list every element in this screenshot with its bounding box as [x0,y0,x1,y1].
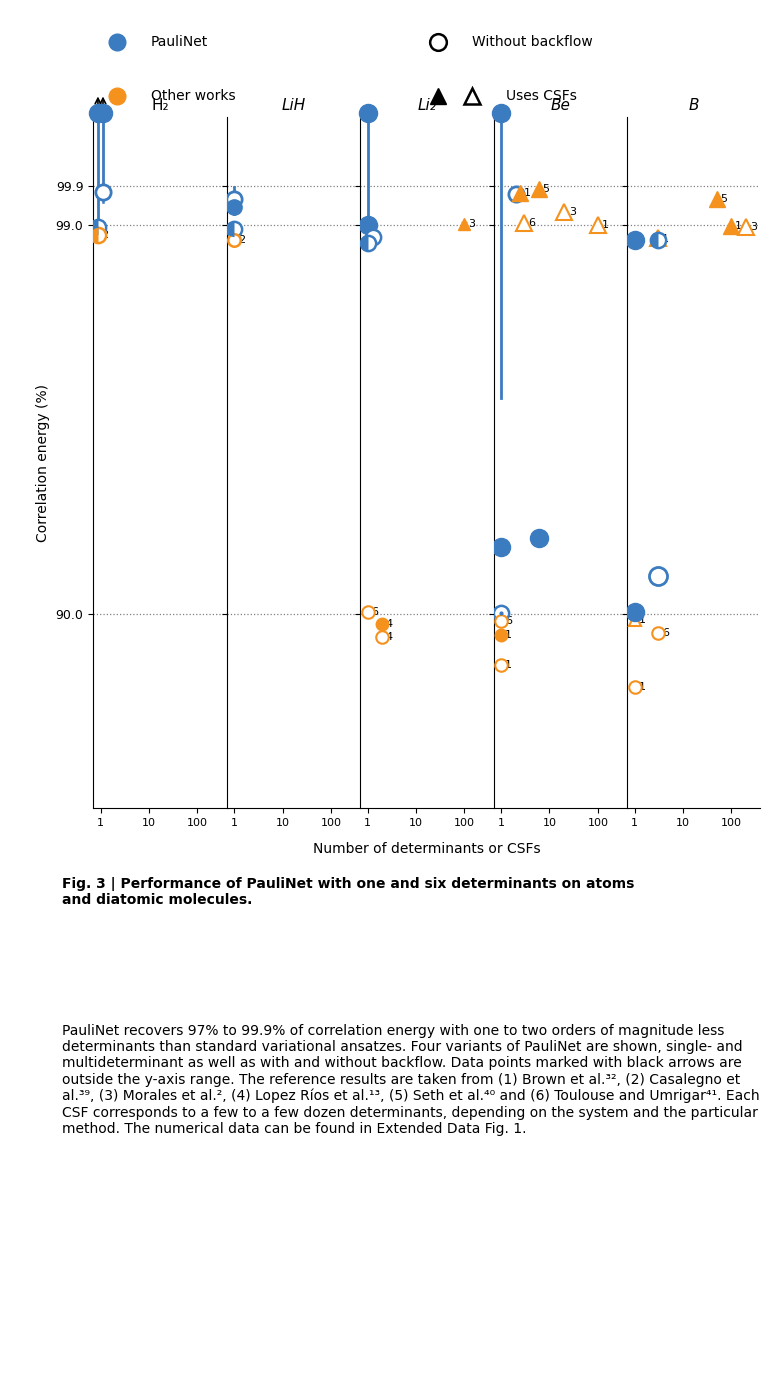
Text: 1: 1 [735,221,742,231]
Text: 5: 5 [721,195,728,204]
Title: H₂: H₂ [151,98,168,113]
Text: 6: 6 [662,628,669,638]
Text: 2: 2 [238,235,245,244]
Text: 1: 1 [505,660,512,670]
Text: 4: 4 [385,632,392,642]
Title: Be: Be [550,98,570,113]
Y-axis label: Correlation energy (%): Correlation energy (%) [36,384,50,541]
Text: 3: 3 [750,221,757,232]
Text: Uses CSFs: Uses CSFs [506,90,577,104]
Title: Li₂: Li₂ [417,98,436,113]
Text: 5: 5 [542,185,549,195]
Text: PauliNet: PauliNet [151,35,208,48]
Text: Other works: Other works [151,90,235,104]
Text: 1: 1 [505,630,512,641]
Text: 1: 1 [601,220,608,229]
Title: LiH: LiH [281,98,306,113]
Text: 1: 1 [639,682,646,692]
Text: Without backflow: Without backflow [472,35,593,48]
Text: 3: 3 [468,220,475,229]
Text: 3: 3 [569,207,576,217]
Text: 1: 1 [639,615,646,626]
Text: 2: 2 [102,229,109,240]
Text: Fig. 3 | Performance of PauliNet with one and six determinants on atoms
and diat: Fig. 3 | Performance of PauliNet with on… [62,877,635,907]
Text: 6: 6 [528,218,535,228]
Text: Number of determinants or CSFs: Number of determinants or CSFs [313,842,541,856]
Text: 1: 1 [662,235,669,244]
Text: 6: 6 [505,616,512,627]
Text: 1: 1 [524,188,531,197]
Text: 6: 6 [372,606,379,616]
Text: PauliNet recovers 97% to 99.9% of correlation energy with one to two orders of m: PauliNet recovers 97% to 99.9% of correl… [62,1025,760,1135]
Text: 4: 4 [385,620,392,630]
Title: B: B [688,98,699,113]
